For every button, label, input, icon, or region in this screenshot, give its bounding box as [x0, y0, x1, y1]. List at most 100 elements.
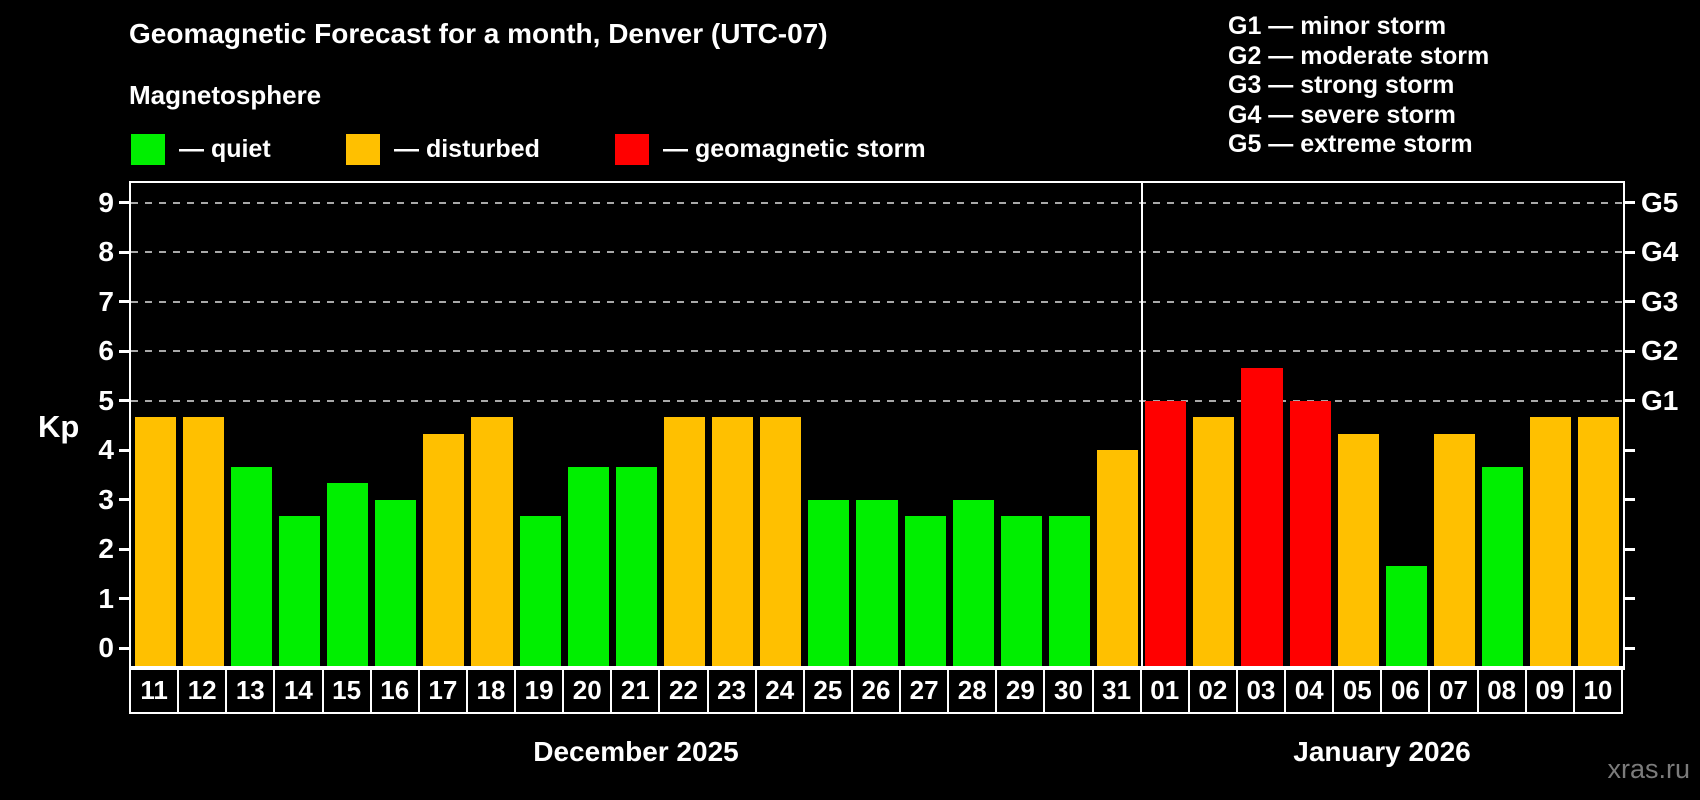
y-axis-label-0: 0	[98, 632, 114, 664]
right-tick-0	[1625, 646, 1635, 650]
legend-item-disturbed: — disturbed	[346, 132, 540, 166]
gridline-kp5	[131, 399, 1623, 402]
day-cell-14: 14	[273, 666, 324, 714]
day-cell-19: 19	[514, 666, 565, 714]
g2-legend-line: G2 — moderate storm	[1228, 41, 1490, 70]
y-axis-label-5: 5	[98, 384, 114, 416]
bar-day-14-kp-2.67	[278, 516, 320, 668]
legend-item-storm: — geomagnetic storm	[615, 132, 926, 166]
bar-day-21-kp-3.67	[615, 466, 657, 668]
day-cell-09: 09	[1524, 666, 1575, 714]
left-tick-8	[119, 250, 129, 254]
right-tick-2	[1625, 547, 1635, 551]
left-tick-2	[119, 547, 129, 551]
bar-day-06-kp-1.67	[1385, 565, 1427, 668]
storm-color-swatch	[615, 133, 649, 165]
y-axis-label-3: 3	[98, 483, 114, 515]
right-axis-label-G5: G5	[1641, 186, 1679, 218]
watermark: xras.ru	[1607, 754, 1690, 784]
quiet-color-swatch	[131, 133, 165, 165]
right-tick-6	[1625, 349, 1635, 353]
storm-legend-label: — geomagnetic storm	[663, 134, 926, 163]
left-tick-3	[119, 498, 129, 502]
y-axis-label-1: 1	[98, 582, 114, 614]
y-axis-label-8: 8	[98, 236, 114, 268]
left-tick-5	[119, 399, 129, 403]
day-cell-30: 30	[1043, 666, 1094, 714]
day-cell-04: 04	[1284, 666, 1335, 714]
bar-day-08-kp-3.67	[1482, 466, 1524, 668]
day-cell-13: 13	[225, 666, 276, 714]
gridline-kp7	[131, 300, 1623, 303]
day-cell-17: 17	[417, 666, 468, 714]
day-cell-18: 18	[465, 666, 517, 714]
day-cell-29: 29	[995, 666, 1046, 714]
bar-day-07-kp-4.33	[1433, 433, 1476, 668]
gridline-kp9	[131, 201, 1623, 204]
bar-day-04-kp-5	[1289, 400, 1331, 668]
left-tick-6	[119, 349, 129, 353]
g1-legend-line: G1 — minor storm	[1228, 12, 1447, 40]
bar-day-28-kp-3	[952, 499, 994, 668]
g-scale-legend: G1 — minor storm G2 — moderate storm G3 …	[1228, 12, 1489, 160]
right-axis-label-G3: G3	[1641, 285, 1679, 317]
right-tick-7	[1625, 300, 1635, 304]
bar-day-24-kp-4.67	[760, 417, 802, 668]
bar-day-17-kp-4.33	[423, 433, 465, 668]
bar-day-10-kp-4.67	[1578, 417, 1620, 668]
bar-day-25-kp-3	[808, 499, 850, 668]
day-cell-12: 12	[177, 666, 228, 714]
day-cell-26: 26	[850, 666, 902, 714]
day-cell-27: 27	[899, 666, 950, 714]
bar-day-22-kp-4.67	[663, 417, 706, 668]
right-tick-9	[1625, 201, 1635, 205]
day-cell-03: 03	[1235, 666, 1287, 714]
y-axis-title: Kp	[38, 409, 80, 444]
bar-day-02-kp-4.67	[1193, 417, 1235, 668]
bar-day-16-kp-3	[375, 499, 417, 668]
gridline-kp8	[131, 251, 1623, 254]
g3-legend-line: G3 — strong storm	[1228, 71, 1455, 99]
left-tick-7	[119, 300, 129, 304]
disturbed-color-swatch	[346, 133, 380, 165]
month-label-january: January 2026	[1293, 736, 1471, 767]
bar-day-29-kp-2.67	[1000, 516, 1042, 668]
y-axis-label-9: 9	[98, 186, 114, 218]
bar-day-27-kp-2.67	[904, 516, 946, 668]
bar-day-01-kp-5	[1145, 400, 1187, 668]
y-axis-label-7: 7	[98, 285, 114, 317]
bar-day-11-kp-4.67	[134, 417, 176, 668]
day-cell-02: 02	[1187, 666, 1238, 714]
right-tick-1	[1625, 597, 1635, 601]
legend-item-quiet: — quiet	[131, 132, 271, 166]
day-cell-23: 23	[706, 666, 757, 714]
bar-day-03-kp-5.67	[1241, 367, 1283, 668]
day-cell-10: 10	[1572, 666, 1623, 714]
month-label-december: December 2025	[533, 736, 739, 767]
bar-day-12-kp-4.67	[182, 417, 224, 668]
day-cell-01: 01	[1139, 666, 1190, 714]
right-axis-label-G1: G1	[1641, 384, 1679, 416]
day-cell-16: 16	[369, 666, 420, 714]
bar-day-19-kp-2.67	[519, 516, 561, 668]
bar-day-13-kp-3.67	[230, 466, 272, 668]
disturbed-legend-label: — disturbed	[394, 134, 540, 163]
day-cell-21: 21	[610, 666, 661, 714]
day-cell-05: 05	[1332, 666, 1383, 714]
day-cell-15: 15	[321, 666, 372, 714]
page-title: Geomagnetic Forecast for a month, Denver…	[129, 18, 828, 49]
day-cell-08: 08	[1476, 666, 1527, 714]
g4-legend-line: G4 — severe storm	[1228, 100, 1456, 129]
right-tick-5	[1625, 399, 1635, 403]
y-axis-label-6: 6	[98, 335, 114, 367]
bar-day-09-kp-4.67	[1530, 417, 1572, 668]
left-tick-9	[119, 201, 129, 205]
g5-legend-line: G5 — extreme storm	[1228, 130, 1473, 158]
day-cell-28: 28	[947, 666, 998, 714]
day-cell-07: 07	[1428, 666, 1479, 714]
left-tick-0	[119, 646, 129, 650]
bar-day-05-kp-4.33	[1337, 433, 1379, 668]
day-cell-11: 11	[129, 666, 180, 714]
bar-day-20-kp-3.67	[567, 466, 609, 668]
